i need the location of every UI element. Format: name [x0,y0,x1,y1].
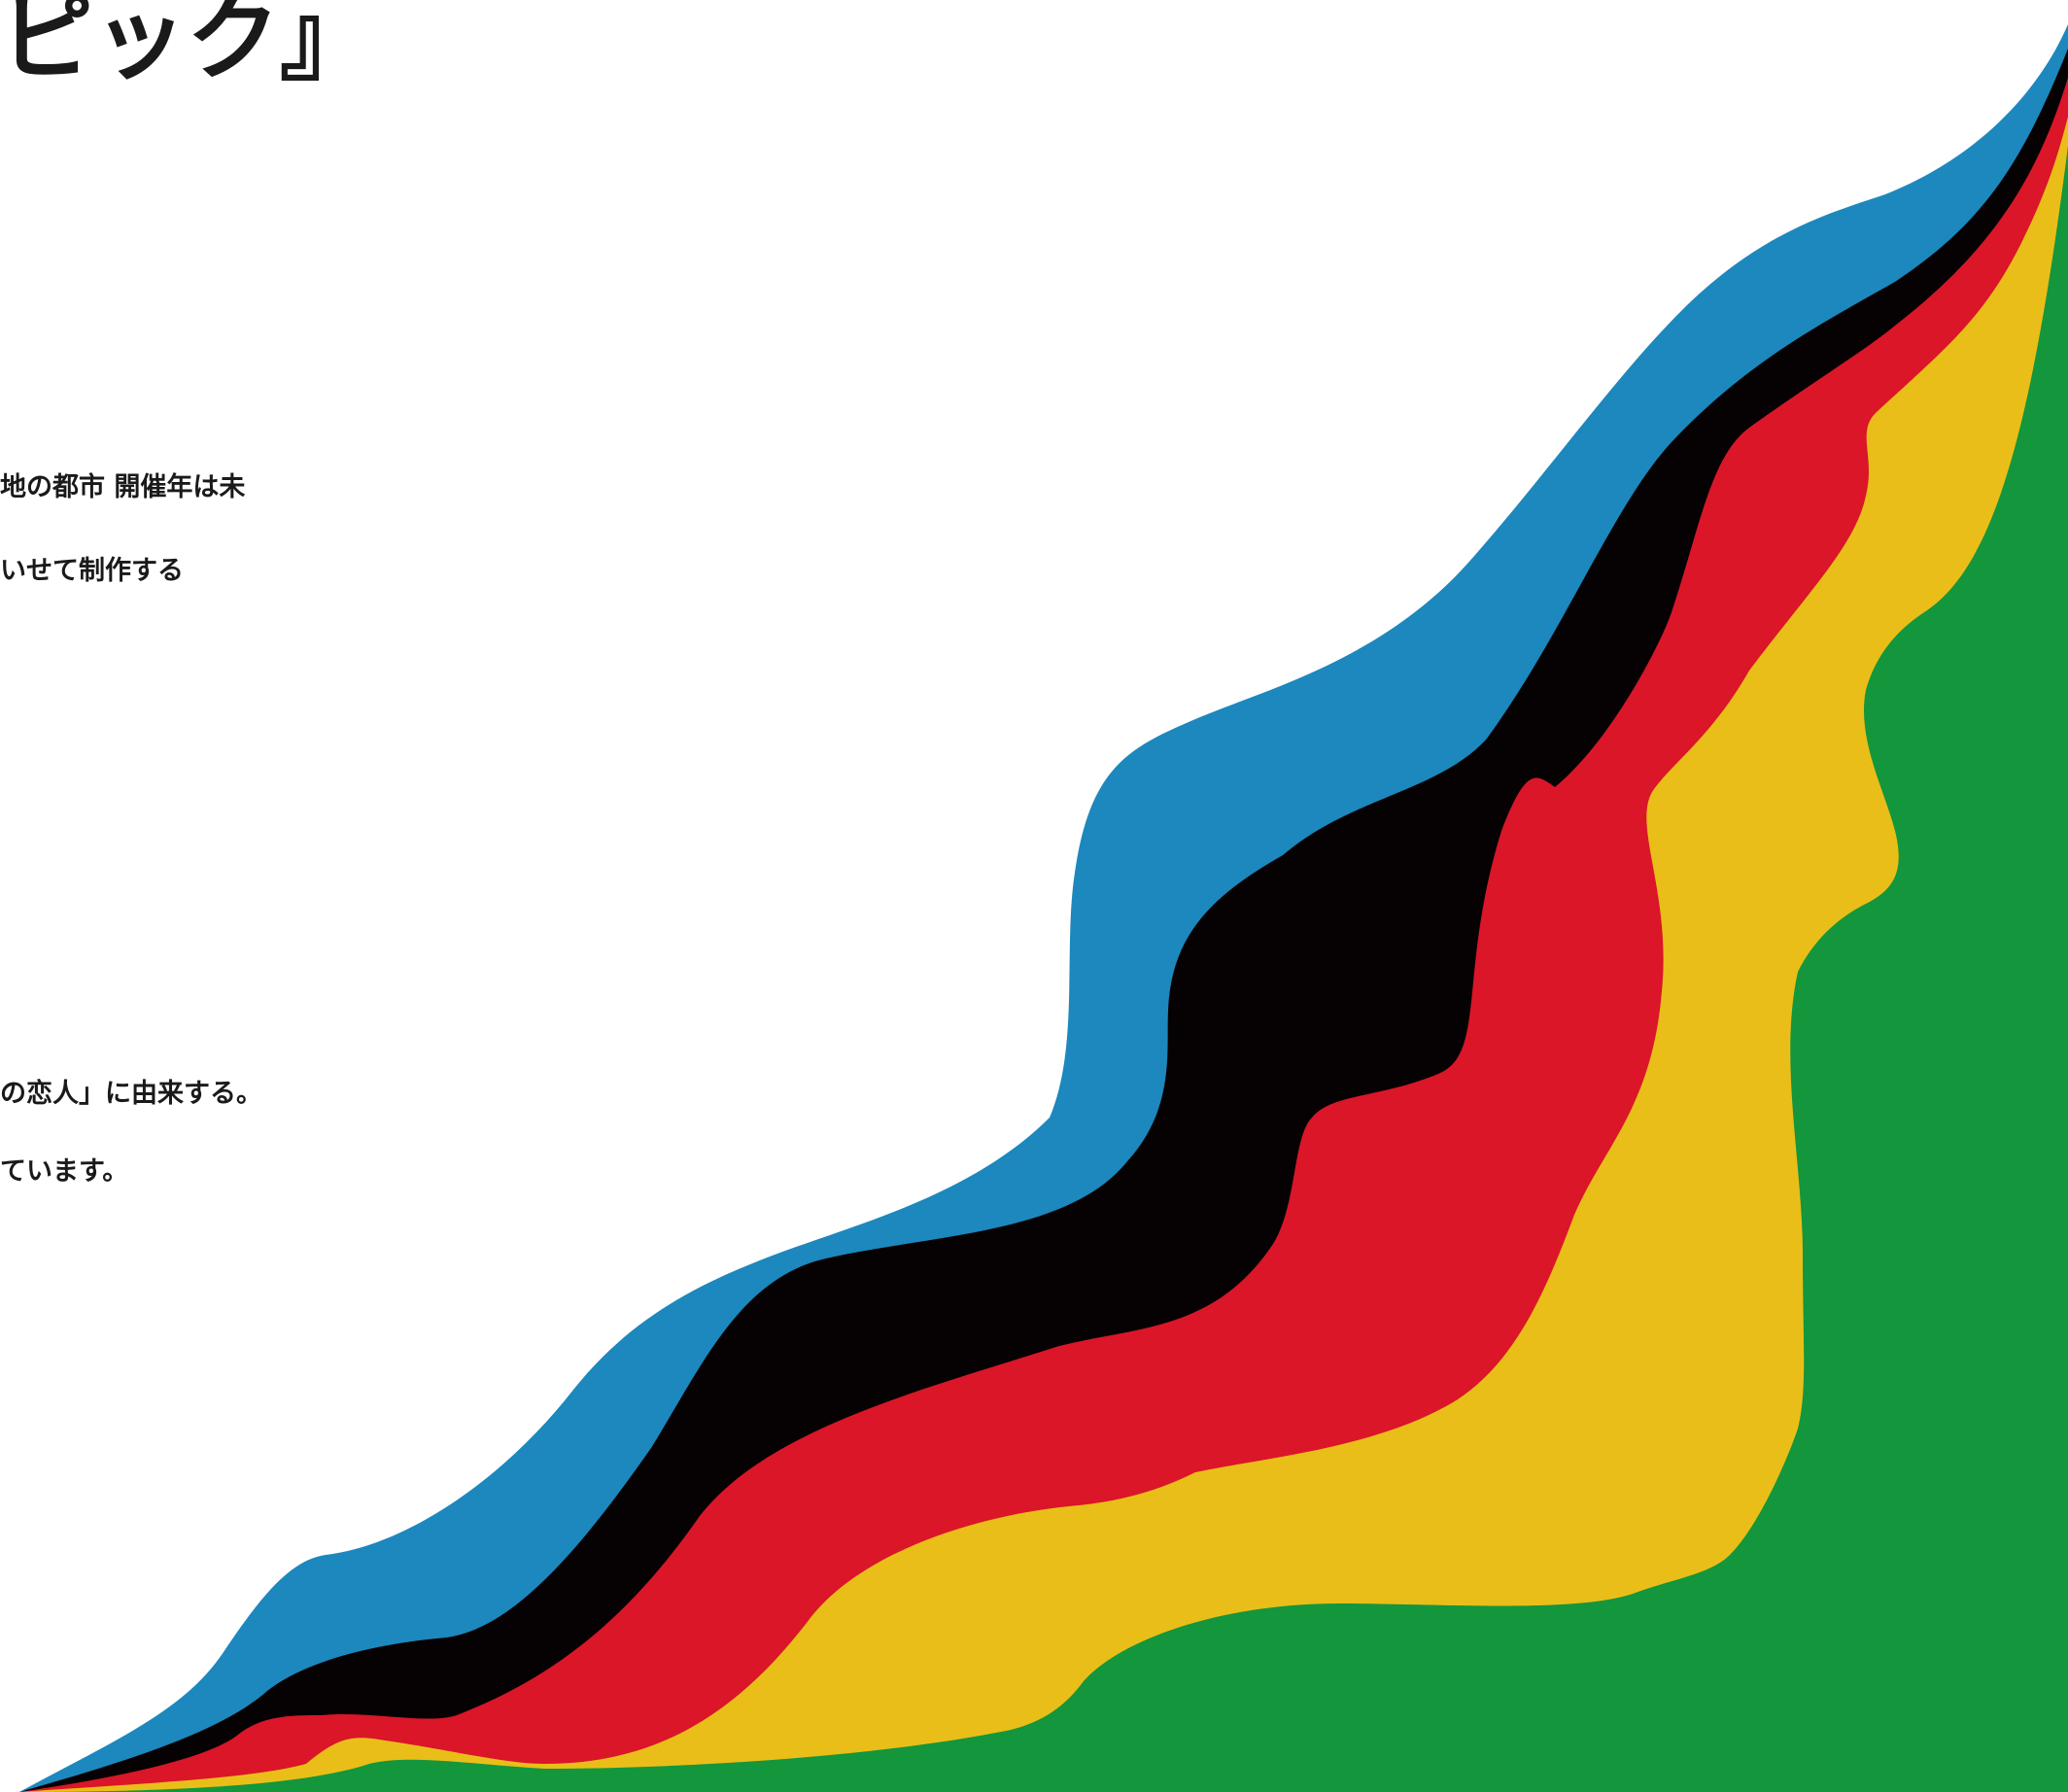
body-text-line: の恋人」に由来する。 [0,1079,262,1109]
body-text-line: いせて制作する [0,556,184,586]
poster-title: ピック』 [0,0,373,93]
body-text-line: 地の都市 開催年は未 [0,472,246,502]
wave-band-yellow [19,117,2068,1792]
body-text-line: ています。 [0,1156,129,1187]
wave-band-green [19,146,2068,1792]
